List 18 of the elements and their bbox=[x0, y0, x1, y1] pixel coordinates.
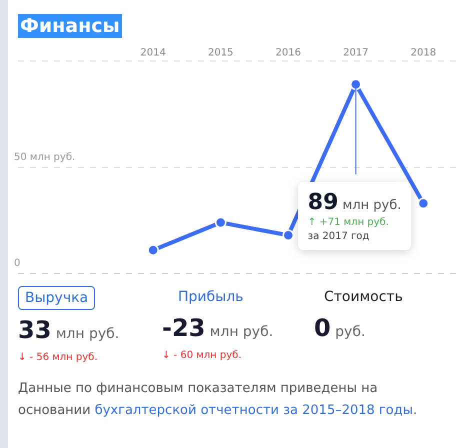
text: 0 руб. bbox=[314, 314, 366, 342]
x-tick-label: 2014 bbox=[140, 48, 166, 59]
y-tick-label: 50 млн руб. bbox=[14, 152, 76, 163]
x-tick-label: 2015 bbox=[208, 48, 234, 59]
text: -23 млн руб. bbox=[162, 314, 274, 342]
text: 33 млн руб. bbox=[18, 316, 120, 344]
x-tick-label: 2017 bbox=[343, 48, 369, 59]
text: ↓ - 56 млн руб. bbox=[18, 352, 99, 363]
x-tick-label: 2018 bbox=[410, 48, 436, 59]
chart-title: Финансы bbox=[18, 14, 122, 38]
y-tick-label: 0 bbox=[14, 258, 20, 270]
text: ↓ - 60 млн руб. bbox=[162, 350, 243, 361]
annotation: 89 млн руб. ↑ +71 млн руб. за 2017 год bbox=[308, 190, 402, 242]
x-tick-label: 2016 bbox=[276, 48, 301, 59]
text: бухгалтерской отчетности за 2015–2018 годы. bbox=[94, 403, 418, 418]
text: Выручка bbox=[18, 286, 96, 310]
text: Стоимость bbox=[323, 288, 404, 307]
text: Прибыль bbox=[177, 288, 244, 307]
